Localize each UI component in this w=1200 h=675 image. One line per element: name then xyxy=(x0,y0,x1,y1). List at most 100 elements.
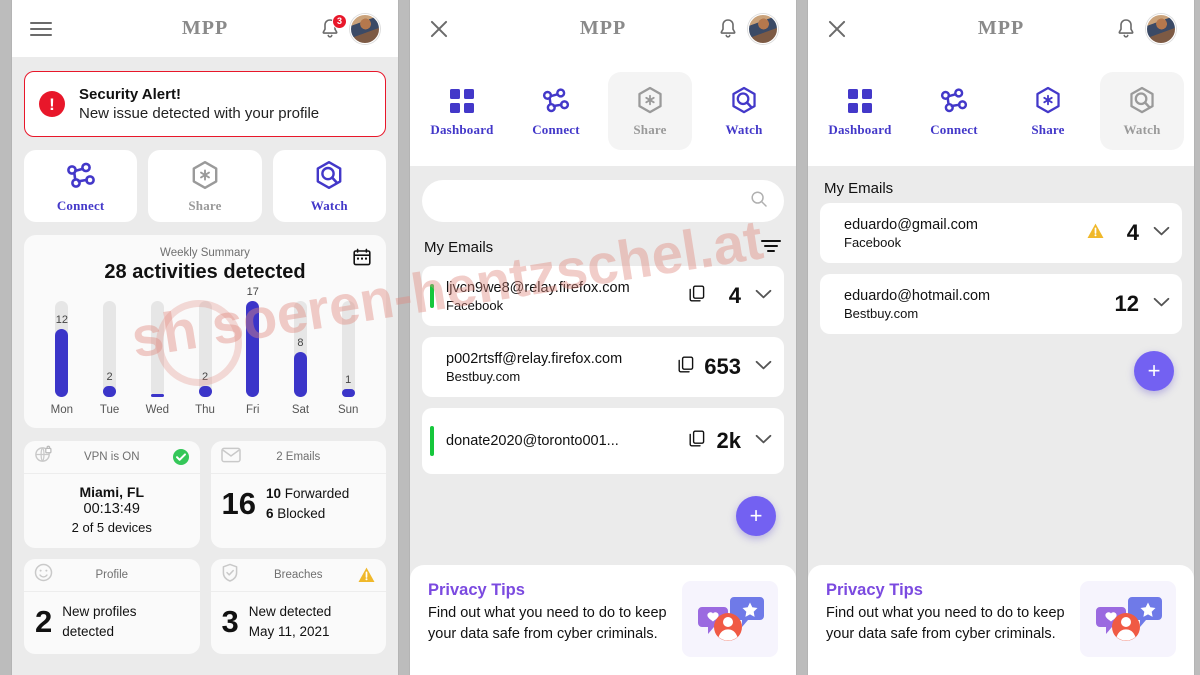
search-input[interactable] xyxy=(438,193,750,209)
close-icon[interactable] xyxy=(826,18,848,40)
tile-watch[interactable]: Watch xyxy=(702,72,786,150)
email-count: 653 xyxy=(704,354,741,379)
stat-card-header: Profile xyxy=(24,559,200,592)
stat-card-profile[interactable]: Profile 2 New profiles detected xyxy=(24,559,200,655)
calendar-icon[interactable] xyxy=(353,248,371,271)
email-site: Bestbuy.com xyxy=(844,305,919,321)
connect-nodes-icon xyxy=(66,162,95,188)
chart-bar-value: 12 xyxy=(55,314,68,326)
tile-label: Share xyxy=(1031,121,1065,137)
tile-dashboard[interactable]: Dashboard xyxy=(420,72,504,150)
phone-panel-connect: MPP Dashboard Connect Share xyxy=(410,0,796,675)
chart-x-tick-label: Sat xyxy=(291,404,310,416)
breaches-line1: New detected xyxy=(248,604,332,619)
copy-icon[interactable] xyxy=(689,285,705,307)
add-email-fab[interactable]: + xyxy=(736,496,776,536)
dashboard-grid-icon xyxy=(848,88,872,113)
chart-bar-fill xyxy=(55,329,69,397)
copy-icon[interactable] xyxy=(678,356,694,378)
profile-line2: detected xyxy=(62,623,115,639)
weekly-activity-bar-chart: 12 Mon 2 Tue Wed 2 Thu 17 Fri 8 Sat 1 Sun xyxy=(38,286,372,416)
chart-bar-value: 8 xyxy=(297,337,304,349)
chart-bar-column: 2 Thu xyxy=(181,301,229,416)
breaches-details: 3 New detected May 11, 2021 xyxy=(211,592,387,654)
privacy-tips-body: Find out what you need to do to keep you… xyxy=(826,605,1065,643)
stat-card-vpn[interactable]: VPN is ON Miami, FL 00:13:49 2 of 5 devi… xyxy=(24,441,200,548)
email-address: eduardo@hotmail.com xyxy=(844,287,991,304)
bell-icon[interactable] xyxy=(1116,18,1136,40)
email-list-item[interactable]: donate2020@toronto001... 2k xyxy=(422,408,784,474)
profile-text: New profiles detected xyxy=(62,602,136,641)
profile-line1: New profiles xyxy=(62,604,137,619)
close-icon[interactable] xyxy=(428,18,450,40)
warning-triangle-icon xyxy=(357,566,376,584)
privacy-tips-card[interactable]: Privacy Tips Find out what you need to d… xyxy=(808,565,1194,675)
email-site: Facebook xyxy=(844,234,902,250)
email-address: donate2020@toronto001... xyxy=(446,433,619,449)
privacy-tips-card[interactable]: Privacy Tips Find out what you need to d… xyxy=(410,565,796,675)
hamburger-icon[interactable] xyxy=(30,21,52,36)
globe-lock-icon xyxy=(34,445,53,469)
chevron-down-icon[interactable] xyxy=(755,358,772,376)
email-count: 2k xyxy=(716,428,741,453)
tile-dashboard[interactable]: Dashboard xyxy=(818,72,902,150)
email-list-item[interactable]: ljvcn9we8@relay.firefox.com Facebook 4 xyxy=(422,266,784,326)
chart-bar-track: 17 xyxy=(246,286,260,397)
connect-scroll-body: My Emails ljvcn9we8@relay.firefox.com Fac… xyxy=(410,166,796,675)
profile-value: 2 xyxy=(35,604,53,640)
chart-x-tick-label: Mon xyxy=(50,404,74,416)
vpn-devices: 2 of 5 devices xyxy=(71,520,152,535)
chevron-down-icon[interactable] xyxy=(755,287,772,305)
security-alert-banner[interactable]: ! Security Alert! New issue detected wit… xyxy=(24,71,386,137)
tile-watch[interactable]: Watch xyxy=(272,150,386,222)
stat-card-emails[interactable]: 2 Emails 16 10 Forwarded 6 Blocked xyxy=(210,441,387,548)
share-hexagon-icon xyxy=(192,160,218,189)
tile-connect[interactable]: Connect xyxy=(912,72,996,150)
avatar[interactable] xyxy=(748,13,778,44)
tile-share[interactable]: Share xyxy=(1006,72,1090,150)
tile-connect[interactable]: Connect xyxy=(514,72,598,150)
privacy-tips-body: Find out what you need to do to keep you… xyxy=(428,605,667,643)
search-bar[interactable] xyxy=(422,180,784,222)
email-address: eduardo@gmail.com xyxy=(844,216,979,233)
privacy-tips-text: Privacy Tips Find out what you need to d… xyxy=(826,581,1068,645)
stat-card-header: VPN is ON xyxy=(24,441,200,474)
email-site: Facebook xyxy=(446,297,504,313)
email-info: p002rtsff@relay.firefox.com Bestbuy.com xyxy=(434,351,672,384)
plus-icon: + xyxy=(1147,358,1161,383)
chart-bar-fill xyxy=(103,386,117,397)
tile-watch[interactable]: Watch xyxy=(1100,72,1184,150)
copy-icon[interactable] xyxy=(689,430,705,452)
email-list-item[interactable]: eduardo@gmail.com Facebook 4 xyxy=(820,203,1182,263)
watch-hexagon-icon xyxy=(1130,86,1154,113)
emails-details: 16 10 Forwarded 6 Blocked xyxy=(211,474,387,536)
search-icon[interactable] xyxy=(750,190,768,213)
chart-bar-track: 8 xyxy=(293,301,307,397)
email-list-item[interactable]: eduardo@hotmail.com Bestbuy.com 12 xyxy=(820,274,1182,334)
top-bar: MPP xyxy=(410,0,796,57)
chart-subtitle: Weekly Summary xyxy=(160,247,250,259)
chevron-down-icon[interactable] xyxy=(1153,224,1170,242)
avatar[interactable] xyxy=(1146,13,1176,44)
phone-panel-dashboard: MPP 3 ! Security Alert! New issue detect… xyxy=(12,0,398,675)
tile-share[interactable]: Share xyxy=(608,72,692,150)
bell-icon[interactable]: 3 xyxy=(320,13,347,40)
filter-icon[interactable] xyxy=(760,237,782,258)
chevron-down-icon[interactable] xyxy=(1153,295,1170,313)
email-list-item[interactable]: p002rtsff@relay.firefox.com Bestbuy.com 65… xyxy=(422,337,784,397)
tile-connect[interactable]: Connect xyxy=(24,150,138,222)
tile-share[interactable]: Share xyxy=(148,150,262,222)
chart-x-tick-label: Wed xyxy=(145,404,170,416)
emails-blocked-label: Blocked xyxy=(277,505,326,521)
avatar[interactable] xyxy=(350,13,380,44)
chevron-down-icon[interactable] xyxy=(755,432,772,450)
share-hexagon-icon xyxy=(638,86,662,113)
stat-card-title: 2 Emails xyxy=(276,451,321,463)
social-bubbles-illustration xyxy=(682,581,778,657)
email-status-bar xyxy=(430,284,434,308)
tile-label: Share xyxy=(188,197,222,213)
email-status-bar xyxy=(430,426,434,456)
stat-card-breaches[interactable]: Breaches 3 New detected May 11, 2021 xyxy=(210,559,387,655)
add-email-fab[interactable]: + xyxy=(1134,351,1174,391)
bell-icon[interactable] xyxy=(718,18,738,40)
